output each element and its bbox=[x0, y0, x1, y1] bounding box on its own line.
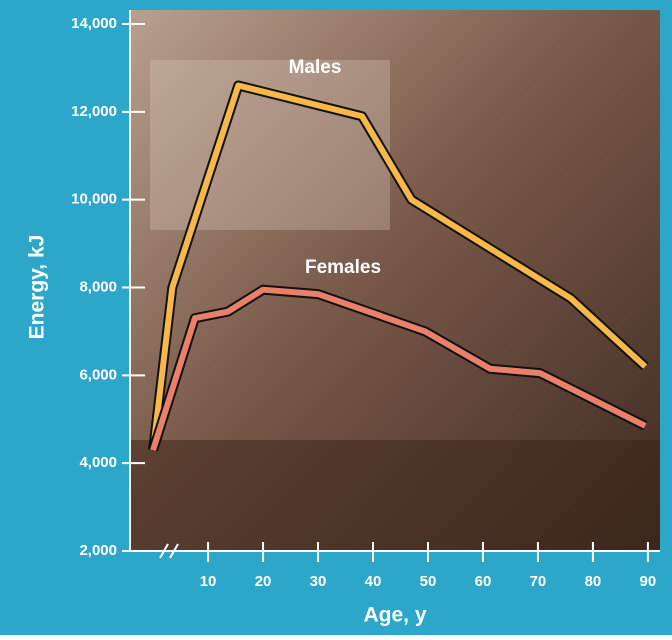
x-tick-label: 60 bbox=[475, 573, 492, 590]
y-tick-label: 2,000 bbox=[79, 542, 117, 559]
y-tick-label: 14,000 bbox=[71, 15, 117, 32]
x-axis-title: Age, y bbox=[363, 604, 426, 627]
series-label: Males bbox=[289, 57, 342, 78]
line bbox=[150, 82, 648, 451]
x-tick-label: 90 bbox=[640, 573, 657, 590]
x-tick-label: 40 bbox=[365, 573, 382, 590]
x-tick-label: 70 bbox=[530, 573, 547, 590]
axis-break bbox=[159, 543, 169, 559]
x-tick-label: 80 bbox=[585, 573, 602, 590]
y-tick-label: 6,000 bbox=[79, 366, 117, 383]
y-tick-label: 8,000 bbox=[79, 278, 117, 295]
axis-break bbox=[169, 543, 179, 559]
y-tick-label: 12,000 bbox=[71, 103, 117, 120]
x-tick-label: 30 bbox=[310, 573, 327, 590]
y-axis-title: Energy, kJ bbox=[26, 235, 49, 340]
x-tick-label: 50 bbox=[420, 573, 437, 590]
photo-table bbox=[130, 440, 660, 551]
x-tick-label: 20 bbox=[255, 573, 272, 590]
y-tick-label: 4,000 bbox=[79, 454, 117, 471]
photo-wall bbox=[150, 60, 390, 230]
y-tick-label: 10,000 bbox=[71, 191, 117, 208]
x-tick-label: 10 bbox=[200, 573, 217, 590]
line bbox=[150, 286, 647, 451]
series-label: Females bbox=[305, 257, 381, 278]
